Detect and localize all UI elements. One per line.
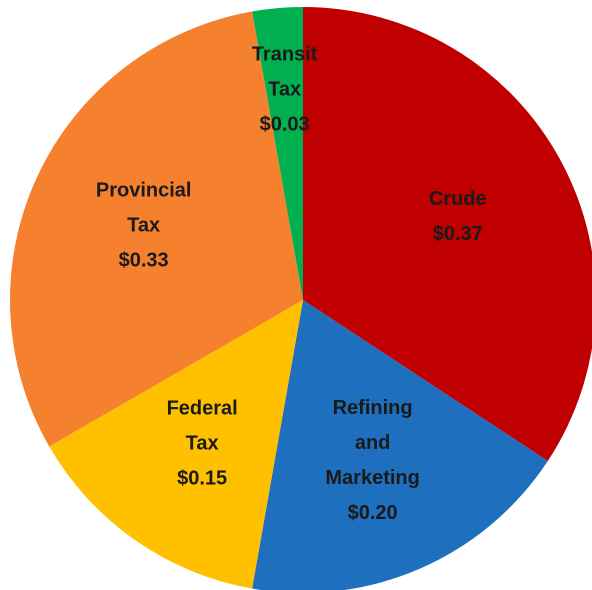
slice-value: $0.33 xyxy=(118,249,169,272)
slice-label: Transit Tax $0.03 xyxy=(252,37,318,142)
slice-value: $0.15 xyxy=(177,467,228,490)
pie-slice xyxy=(9,11,304,447)
slice-label: Federal Tax $0.15 xyxy=(167,392,238,497)
slice-value: $0.03 xyxy=(259,113,310,136)
slice-category: Crude xyxy=(428,187,487,210)
slice-category: Federal Tax xyxy=(166,397,238,455)
slice-label: Provincial Tax $0.33 xyxy=(96,173,192,278)
pie-slice xyxy=(303,7,592,462)
pie-slice xyxy=(252,7,303,300)
slice-value: $0.37 xyxy=(432,222,483,245)
slice-category: Transit Tax xyxy=(251,43,318,101)
pie-slice xyxy=(252,300,548,590)
slice-label: Refining and Marketing $0.20 xyxy=(325,391,419,531)
pie-slice xyxy=(49,300,303,589)
slice-category: Provincial Tax xyxy=(95,179,192,237)
slice-label: Crude $0.37 xyxy=(429,182,487,252)
slice-value: $0.20 xyxy=(347,502,398,525)
slice-category: Refining and Marketing xyxy=(325,397,420,490)
